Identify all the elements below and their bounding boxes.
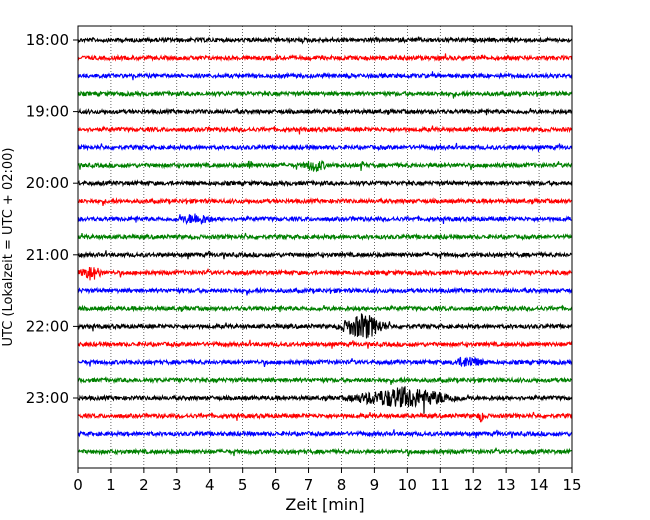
plot-frame [77,25,573,469]
x-tick-label: 5 [238,476,248,494]
x-tick-label: 14 [530,476,549,494]
trace-line [77,356,573,368]
x-tick-label: 7 [304,476,314,494]
x-tick-label: 6 [271,476,281,494]
trace-line [77,313,573,339]
x-tick-label: 11 [431,476,450,494]
y-tick-label: 22:00 [26,317,69,335]
y-tick-label: 20:00 [26,174,69,192]
trace-line [77,232,573,241]
trace-line [77,179,573,188]
trace-line [77,266,573,281]
x-tick-label: 15 [562,476,581,494]
x-tick-label: 3 [172,476,182,494]
trace-line [77,339,573,349]
y-axis-label: UTC (Lokalzeit = UTC + 02:00) [1,148,16,347]
trace-line [77,36,573,45]
x-tick-label: 0 [73,476,83,494]
x-tick-label: 9 [370,476,380,494]
trace-line [77,197,573,207]
plot-area [78,26,572,468]
y-tick-label: 18:00 [26,31,69,49]
trace-line [77,107,573,116]
x-tick-label: 1 [106,476,116,494]
y-tick-label: 23:00 [26,389,69,407]
trace-line [77,53,573,62]
trace-line [77,213,573,226]
y-axis-ticks: 18:00 19:00 20:00 21:00 22:00 23:00 [26,31,78,407]
trace-line [77,142,573,152]
x-axis-label: Zeit [min] [285,495,364,514]
trace-line [77,304,573,313]
trace-line [77,411,573,423]
trace-line [77,71,573,81]
x-tick-label: 10 [398,476,417,494]
trace-line [77,286,573,296]
x-tick-label: 12 [464,476,483,494]
y-tick-label: 21:00 [26,246,69,264]
x-tick-label: 4 [205,476,215,494]
trace-line [77,447,573,457]
trace-line [77,159,573,173]
trace-line [77,125,573,135]
trace-line [77,376,573,386]
x-tick-label: 13 [497,476,516,494]
y-tick-label: 19:00 [26,103,69,121]
x-axis-ticks: 0 1 2 3 4 5 6 7 8 9 10 11 12 13 14 15 [73,468,582,494]
trace-line [77,250,573,260]
x-tick-label: 8 [337,476,347,494]
trace-line [77,386,573,414]
x-tick-label: 2 [139,476,149,494]
seismic-traces [77,36,573,457]
trace-line [77,89,573,99]
trace-line [77,429,573,439]
